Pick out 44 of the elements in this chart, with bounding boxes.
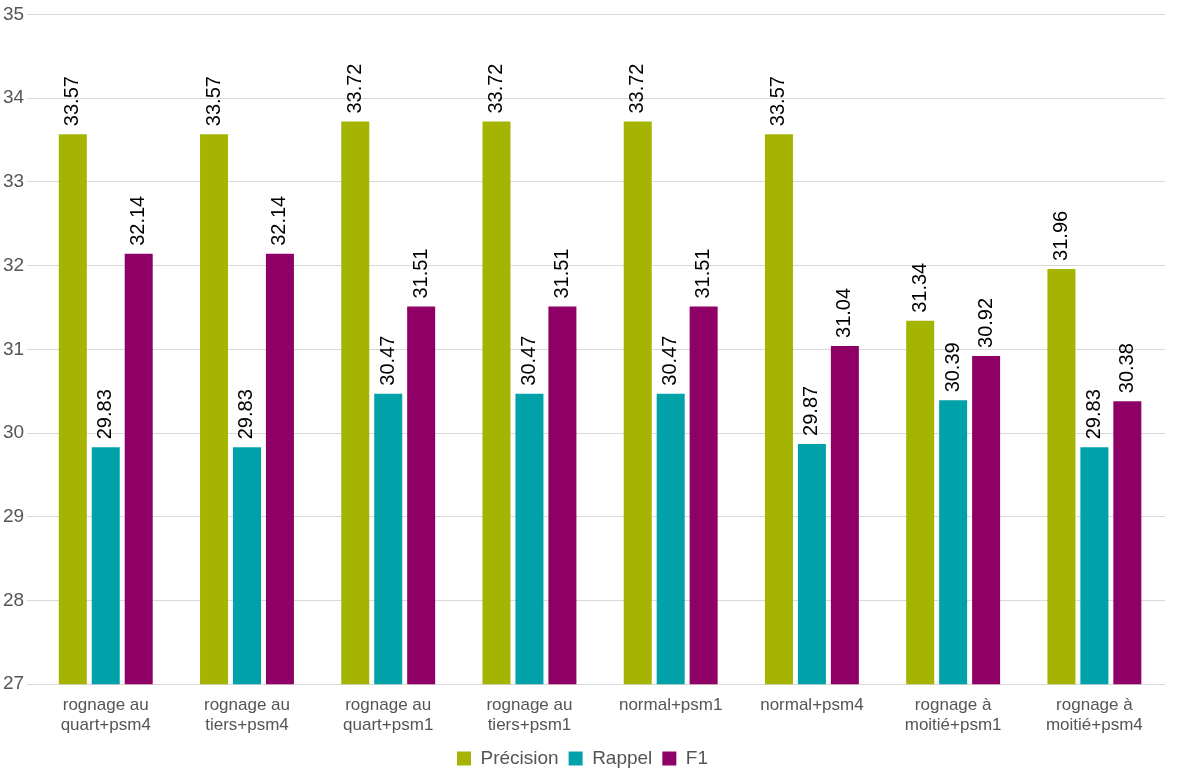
data-label: 32.14 xyxy=(126,195,149,246)
data-label: 30.92 xyxy=(973,297,996,348)
y-tick-label: 32 xyxy=(2,253,25,275)
data-label: 30.38 xyxy=(1114,343,1137,394)
y-tick-label: 31 xyxy=(2,337,25,359)
data-label: 29.83 xyxy=(1081,389,1104,440)
data-label: 30.47 xyxy=(375,335,398,386)
x-tick-label: rognage à moitié+psm4 xyxy=(1045,695,1143,735)
y-tick-label: 28 xyxy=(2,588,25,610)
data-label: 29.83 xyxy=(234,389,257,440)
y-tick-label: 33 xyxy=(2,170,25,192)
legend-label: Rappel xyxy=(592,746,653,768)
data-label: 29.87 xyxy=(799,385,822,436)
data-label: 32.14 xyxy=(267,195,290,246)
data-label: 33.57 xyxy=(60,76,83,127)
x-tick-label: rognage à moitié+psm1 xyxy=(904,695,1002,735)
data-label: 33.72 xyxy=(342,63,365,114)
x-tick-label: rognage au tiers+psm4 xyxy=(203,695,290,735)
data-label: 33.57 xyxy=(201,76,224,127)
y-tick-label: 35 xyxy=(2,2,25,24)
data-label: 30.47 xyxy=(658,335,681,386)
x-tick-label: normal+psm1 xyxy=(618,695,723,715)
data-label: 31.51 xyxy=(691,248,714,299)
data-label: 29.83 xyxy=(93,389,116,440)
y-tick-label: 34 xyxy=(2,86,25,108)
data-label: 31.51 xyxy=(408,248,431,299)
data-label: 31.51 xyxy=(549,248,572,299)
y-tick-label: 27 xyxy=(2,672,25,694)
x-tick-label: rognage au quart+psm1 xyxy=(343,695,434,735)
x-tick-label: rognage au tiers+psm1 xyxy=(486,695,573,735)
legend-label: F1 xyxy=(685,746,709,768)
x-tick-label: normal+psm4 xyxy=(760,695,864,715)
data-label: 31.34 xyxy=(907,262,930,313)
data-label: 31.04 xyxy=(832,287,855,338)
data-label: 31.96 xyxy=(1048,210,1071,261)
data-label: 30.47 xyxy=(516,335,539,386)
data-label: 33.72 xyxy=(484,63,507,114)
data-label: 33.57 xyxy=(766,76,789,127)
x-tick-label: rognage au quart+psm4 xyxy=(60,695,151,735)
legend-label: Précision xyxy=(480,746,559,768)
data-label: 33.72 xyxy=(625,63,648,114)
y-tick-label: 30 xyxy=(2,421,25,443)
data-label: 30.39 xyxy=(940,342,963,393)
y-tick-label: 29 xyxy=(2,504,25,526)
